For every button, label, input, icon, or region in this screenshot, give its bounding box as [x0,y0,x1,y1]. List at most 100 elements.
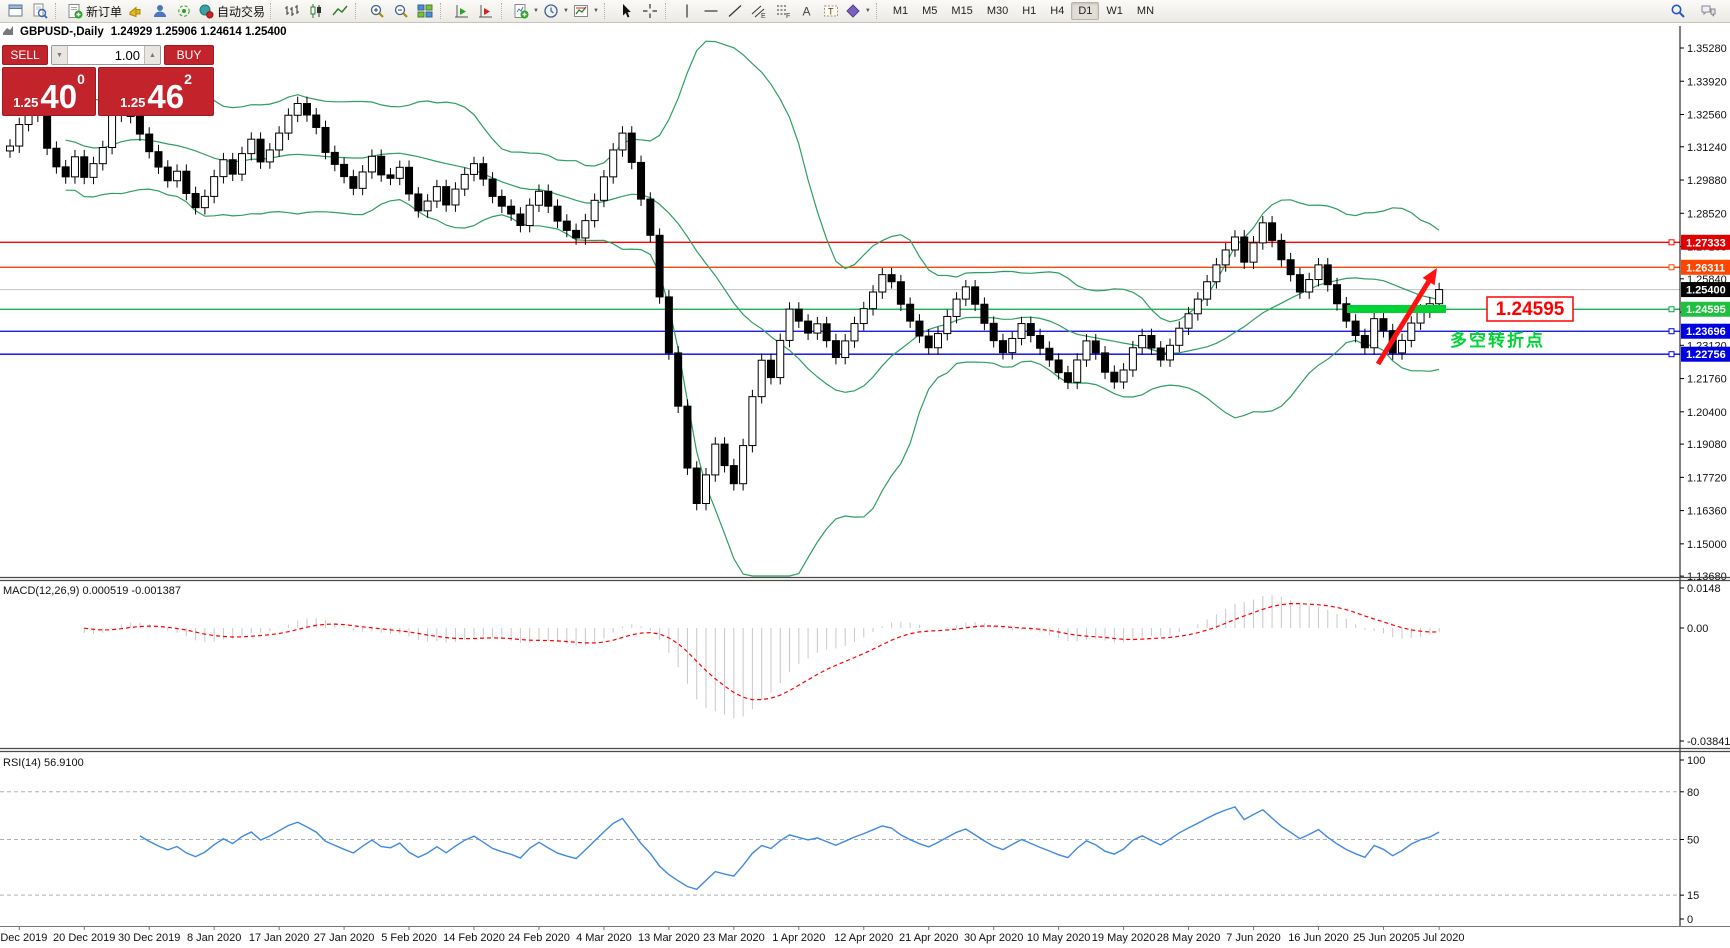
time-tick-label: 25 Jun 2020 [1353,932,1414,944]
time-tick-label: 14 Feb 2020 [443,932,505,944]
buy-price-prefix: 1.25 [120,95,146,111]
level-line-handle[interactable] [1668,239,1675,246]
price-tick-label: 1.28520 [1687,208,1727,220]
price-badge-text: 1.26311 [1686,262,1725,274]
sell-button[interactable]: SELL [2,45,48,65]
line-chart-icon[interactable] [328,1,352,21]
dropdown-arrow-icon: ▼ [533,8,539,14]
zoom-out-icon[interactable] [389,1,413,21]
time-tick-label: 1 Apr 2020 [772,932,825,944]
timeframe-m30-button[interactable]: M30 [986,5,1009,17]
level-line-handle[interactable] [1668,306,1675,313]
profile-icon[interactable] [148,1,172,21]
bollinger-middle-band [65,138,1440,393]
trend-arrow-head [1422,268,1437,286]
templates-icon[interactable]: ▼ [571,1,601,21]
periods-clock-icon[interactable]: ▼ [541,1,571,21]
toolbar-separator [355,3,362,19]
rsi-pane[interactable]: 100 80 50 15 0 RSI(14) 56.9100 [0,755,1705,926]
arrange-step-forward-icon[interactable] [474,1,498,21]
hline-icon[interactable] [699,1,723,21]
timeframe-d1-button[interactable]: D1 [1071,2,1100,20]
candle-chart-icon[interactable] [304,1,328,21]
time-tick-label: 12 Apr 2020 [834,932,893,944]
rsi-tick-label: 15 [1687,890,1699,902]
svg-text:A: A [802,5,810,19]
toolbar-separator [603,3,611,19]
candlestick-series [6,94,1444,511]
level-line-handle[interactable] [1668,264,1675,271]
rsi-tick-label: 0 [1687,914,1693,926]
vline-icon[interactable] [675,1,699,21]
time-tick-label: 10 May 2020 [1027,932,1091,944]
sell-price-prefix: 1.25 [13,95,39,111]
timeframe-mn-button[interactable]: MN [1136,5,1155,17]
zoom-in-icon[interactable] [365,1,389,21]
main-toolbar: 新订单 自动交易 ▼ ▼ ▼ [0,0,1730,23]
timeframe-m5-button[interactable]: M5 [922,5,938,17]
dropdown-arrow-icon: ▼ [592,8,599,14]
level-line-handle[interactable] [1668,351,1675,358]
text-label-icon[interactable]: T [819,1,843,21]
buy-button[interactable]: BUY [164,45,214,65]
price-tick-label: 1.20400 [1687,407,1727,419]
volume-input[interactable] [68,46,144,64]
svg-text:E: E [761,13,766,19]
time-tick-label: 27 Jan 2020 [314,932,375,944]
timeframe-m1-button[interactable]: M1 [892,5,909,17]
trend-arrow-line[interactable] [1375,279,1432,366]
price-axis[interactable]: 1.35280 1.33920 1.32560 1.31240 1.29880 1.285… [1680,43,1730,583]
crosshair-icon[interactable] [638,1,662,21]
timeframe-w1-button[interactable]: W1 [1106,5,1123,17]
signal-icon[interactable] [172,1,196,21]
volume-spinner: ▼ ▲ [51,45,161,65]
fibonacci-icon[interactable]: F [771,1,795,21]
buy-price-sup: 2 [184,71,192,87]
rsi-tick-label: 100 [1687,755,1705,767]
tile-windows-icon[interactable] [413,1,437,21]
price-badge [1681,234,1730,250]
time-tick-label: 28 May 2020 [1157,932,1221,944]
macd-pane[interactable]: MACD(12,26,9) 0.000519 -0.001387 0.0148 0.… [3,583,1730,748]
alerts-horn-icon[interactable] [124,1,148,21]
print-preview-icon[interactable] [28,1,52,21]
time-tick-label: 30 Dec 2019 [118,932,180,944]
price-badge [1681,282,1730,298]
time-tick-label: 16 Jun 2020 [1288,932,1349,944]
cursor-icon[interactable] [614,1,638,21]
time-tick-label: 23 Mar 2020 [703,932,765,944]
buy-price[interactable]: 1.25 46 2 [98,67,214,116]
new-order-button[interactable]: 新订单 [65,1,124,21]
timeframe-m15-button[interactable]: M15 [951,5,973,17]
channel-icon[interactable]: E [747,1,771,21]
arrange-step-back-icon[interactable] [450,1,474,21]
price-tick-label: 1.32560 [1687,110,1727,122]
volume-increase-button[interactable]: ▲ [144,46,160,64]
shapes-icon[interactable]: ▼ [843,1,873,21]
timeframe-h1-button[interactable]: H1 [1022,5,1037,17]
price-annotation-box[interactable] [1486,296,1574,322]
level-line-handle[interactable] [1668,328,1675,335]
timeframe-h4-button[interactable]: H4 [1050,5,1065,17]
trendline-icon[interactable] [723,1,747,21]
price-tick-label: 1.35280 [1687,43,1727,55]
window-icon[interactable] [4,1,28,21]
chat-icon[interactable] [1696,1,1720,21]
main-chart-pane[interactable]: 1.24595 多空转折点 [0,40,1680,577]
price-badge-text: 1.23696 [1686,326,1726,338]
price-badge-text: 1.27333 [1686,237,1726,249]
indicators-icon[interactable]: ▼ [511,1,541,21]
search-icon[interactable] [1666,1,1690,21]
toolbar-separator [664,3,672,19]
support-highlight-bar[interactable] [1347,305,1446,313]
sell-price[interactable]: 1.25 40 0 [2,67,96,116]
rsi-line [139,806,1440,891]
time-tick-label: 4 Mar 2020 [576,932,632,944]
text-icon[interactable]: A [795,1,819,21]
bar-chart-icon[interactable] [280,1,304,21]
volume-decrease-button[interactable]: ▼ [52,46,68,64]
autotrade-button[interactable]: 自动交易 [196,1,267,21]
